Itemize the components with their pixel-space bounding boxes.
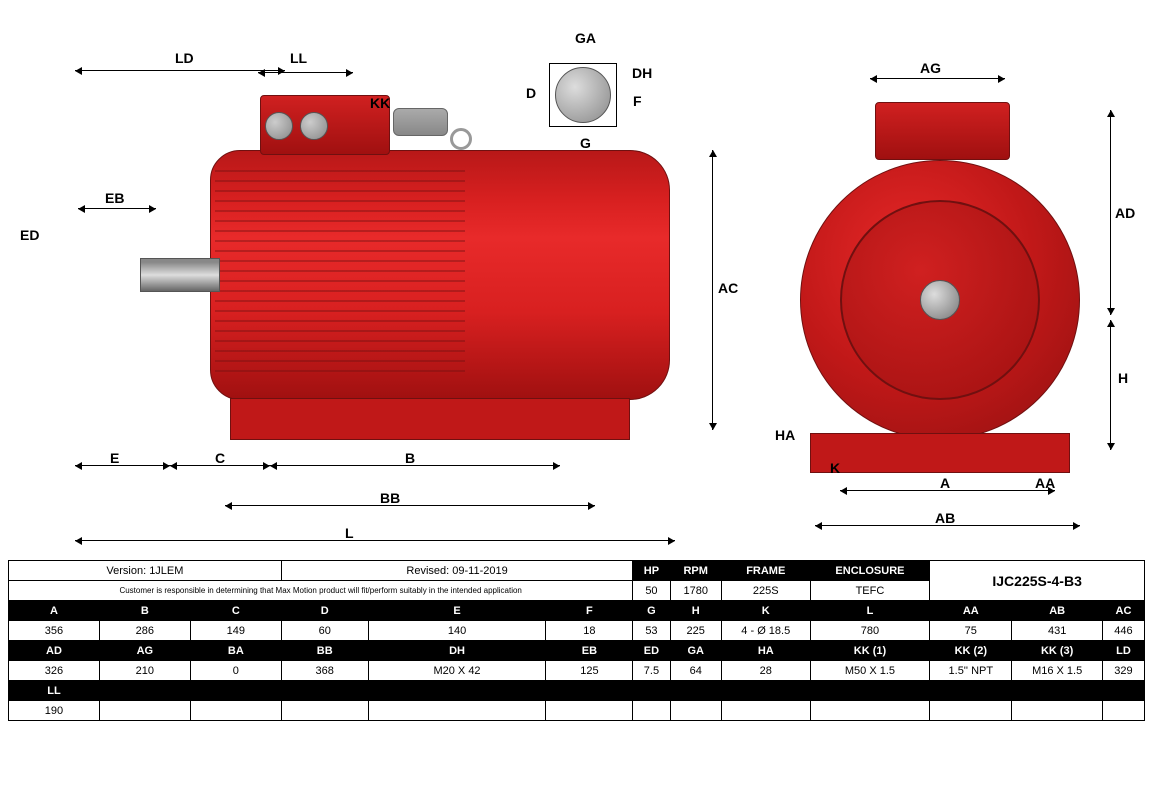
- dim-line: [870, 78, 1005, 79]
- motor-shaft: [140, 258, 220, 292]
- part-number: IJC225S-4-B3: [930, 561, 1145, 601]
- dim-label-f: F: [633, 93, 642, 109]
- dim-label-ld: LD: [175, 50, 194, 66]
- dim-label-d: D: [526, 85, 536, 101]
- dim-label-g: G: [580, 135, 591, 151]
- spec-header: FRAME: [721, 561, 810, 581]
- cable-gland-icon: [300, 112, 328, 140]
- dim-line: [258, 72, 353, 73]
- dim-label-ag: AG: [920, 60, 941, 76]
- dim-label-e: E: [110, 450, 119, 466]
- motor-cooling-fins: [215, 170, 465, 380]
- dim-label-kk: KK: [370, 95, 390, 111]
- dim-label-dh: DH: [632, 65, 652, 81]
- revised-cell: Revised: 09-11-2019: [281, 561, 633, 581]
- dim-label-ha: HA: [775, 427, 795, 443]
- motor-side-view: [140, 150, 700, 440]
- cable-gland-icon: [265, 112, 293, 140]
- dim-label-ll: LL: [290, 50, 307, 66]
- dim-label-ac: AC: [718, 280, 738, 296]
- dim-label-c: C: [215, 450, 225, 466]
- table-row: 3562861496014018532254 - Ø 18.5780754314…: [9, 621, 1145, 641]
- diagram-area: LD LL KK EB ED E C B BB L AC AG AD H HA …: [0, 0, 1153, 560]
- spec-value: 50: [633, 581, 670, 601]
- motor-feet-front: [810, 433, 1070, 473]
- dim-line: [712, 150, 713, 430]
- dim-line: [1110, 110, 1111, 315]
- table-row: 3262100368M20 X 421257.56428M50 X 1.51.5…: [9, 661, 1145, 681]
- spec-header: RPM: [670, 561, 721, 581]
- spec-table: Version: 1JLEM Revised: 09-11-2019 HP RP…: [8, 560, 1145, 721]
- dim-line: [170, 465, 270, 466]
- keyway-detail: [545, 55, 625, 135]
- spec-value: 225S: [721, 581, 810, 601]
- dim-label-k: K: [830, 460, 840, 476]
- dim-line: [840, 490, 1055, 491]
- eyebolt-icon: [450, 128, 472, 150]
- dim-line: [270, 465, 560, 466]
- version-cell: Version: 1JLEM: [9, 561, 282, 581]
- disclaimer: Customer is responsible in determining t…: [9, 581, 633, 601]
- dim-line: [1110, 320, 1111, 450]
- spec-header: ENCLOSURE: [810, 561, 930, 581]
- terminal-box-front: [875, 102, 1010, 160]
- motor-feet-side: [230, 398, 630, 440]
- spec-value: 1780: [670, 581, 721, 601]
- shaft-end-icon: [920, 280, 960, 320]
- table-row: ADAGBABBDHEBEDGAHAKK (1)KK (2)KK (3)LD: [9, 641, 1145, 661]
- table-row: ABCDEFGHKLAAABAC: [9, 601, 1145, 621]
- dim-label-eb: EB: [105, 190, 124, 206]
- dim-label-l: L: [345, 525, 354, 541]
- dim-line: [75, 465, 170, 466]
- dim-label-ga: GA: [575, 30, 596, 46]
- dim-label-ab: AB: [935, 510, 955, 526]
- dim-line: [225, 505, 595, 506]
- motor-front-view: [780, 130, 1100, 470]
- shaft-cross-section-icon: [555, 67, 611, 123]
- table-row: LL: [9, 681, 1145, 701]
- cable-entry-icon: [393, 108, 448, 136]
- dim-label-aa: AA: [1035, 475, 1055, 491]
- dim-line: [78, 208, 156, 209]
- spec-value: TEFC: [810, 581, 930, 601]
- dim-label-h: H: [1118, 370, 1128, 386]
- dim-label-ed: ED: [20, 227, 39, 243]
- dim-label-bb: BB: [380, 490, 400, 506]
- dim-label-b: B: [405, 450, 415, 466]
- spec-header: HP: [633, 561, 670, 581]
- dim-line: [815, 525, 1080, 526]
- table-row: 190: [9, 701, 1145, 721]
- dim-line: [75, 70, 285, 71]
- dim-line: [75, 540, 675, 541]
- dim-label-ad: AD: [1115, 205, 1135, 221]
- dim-label-a: A: [940, 475, 950, 491]
